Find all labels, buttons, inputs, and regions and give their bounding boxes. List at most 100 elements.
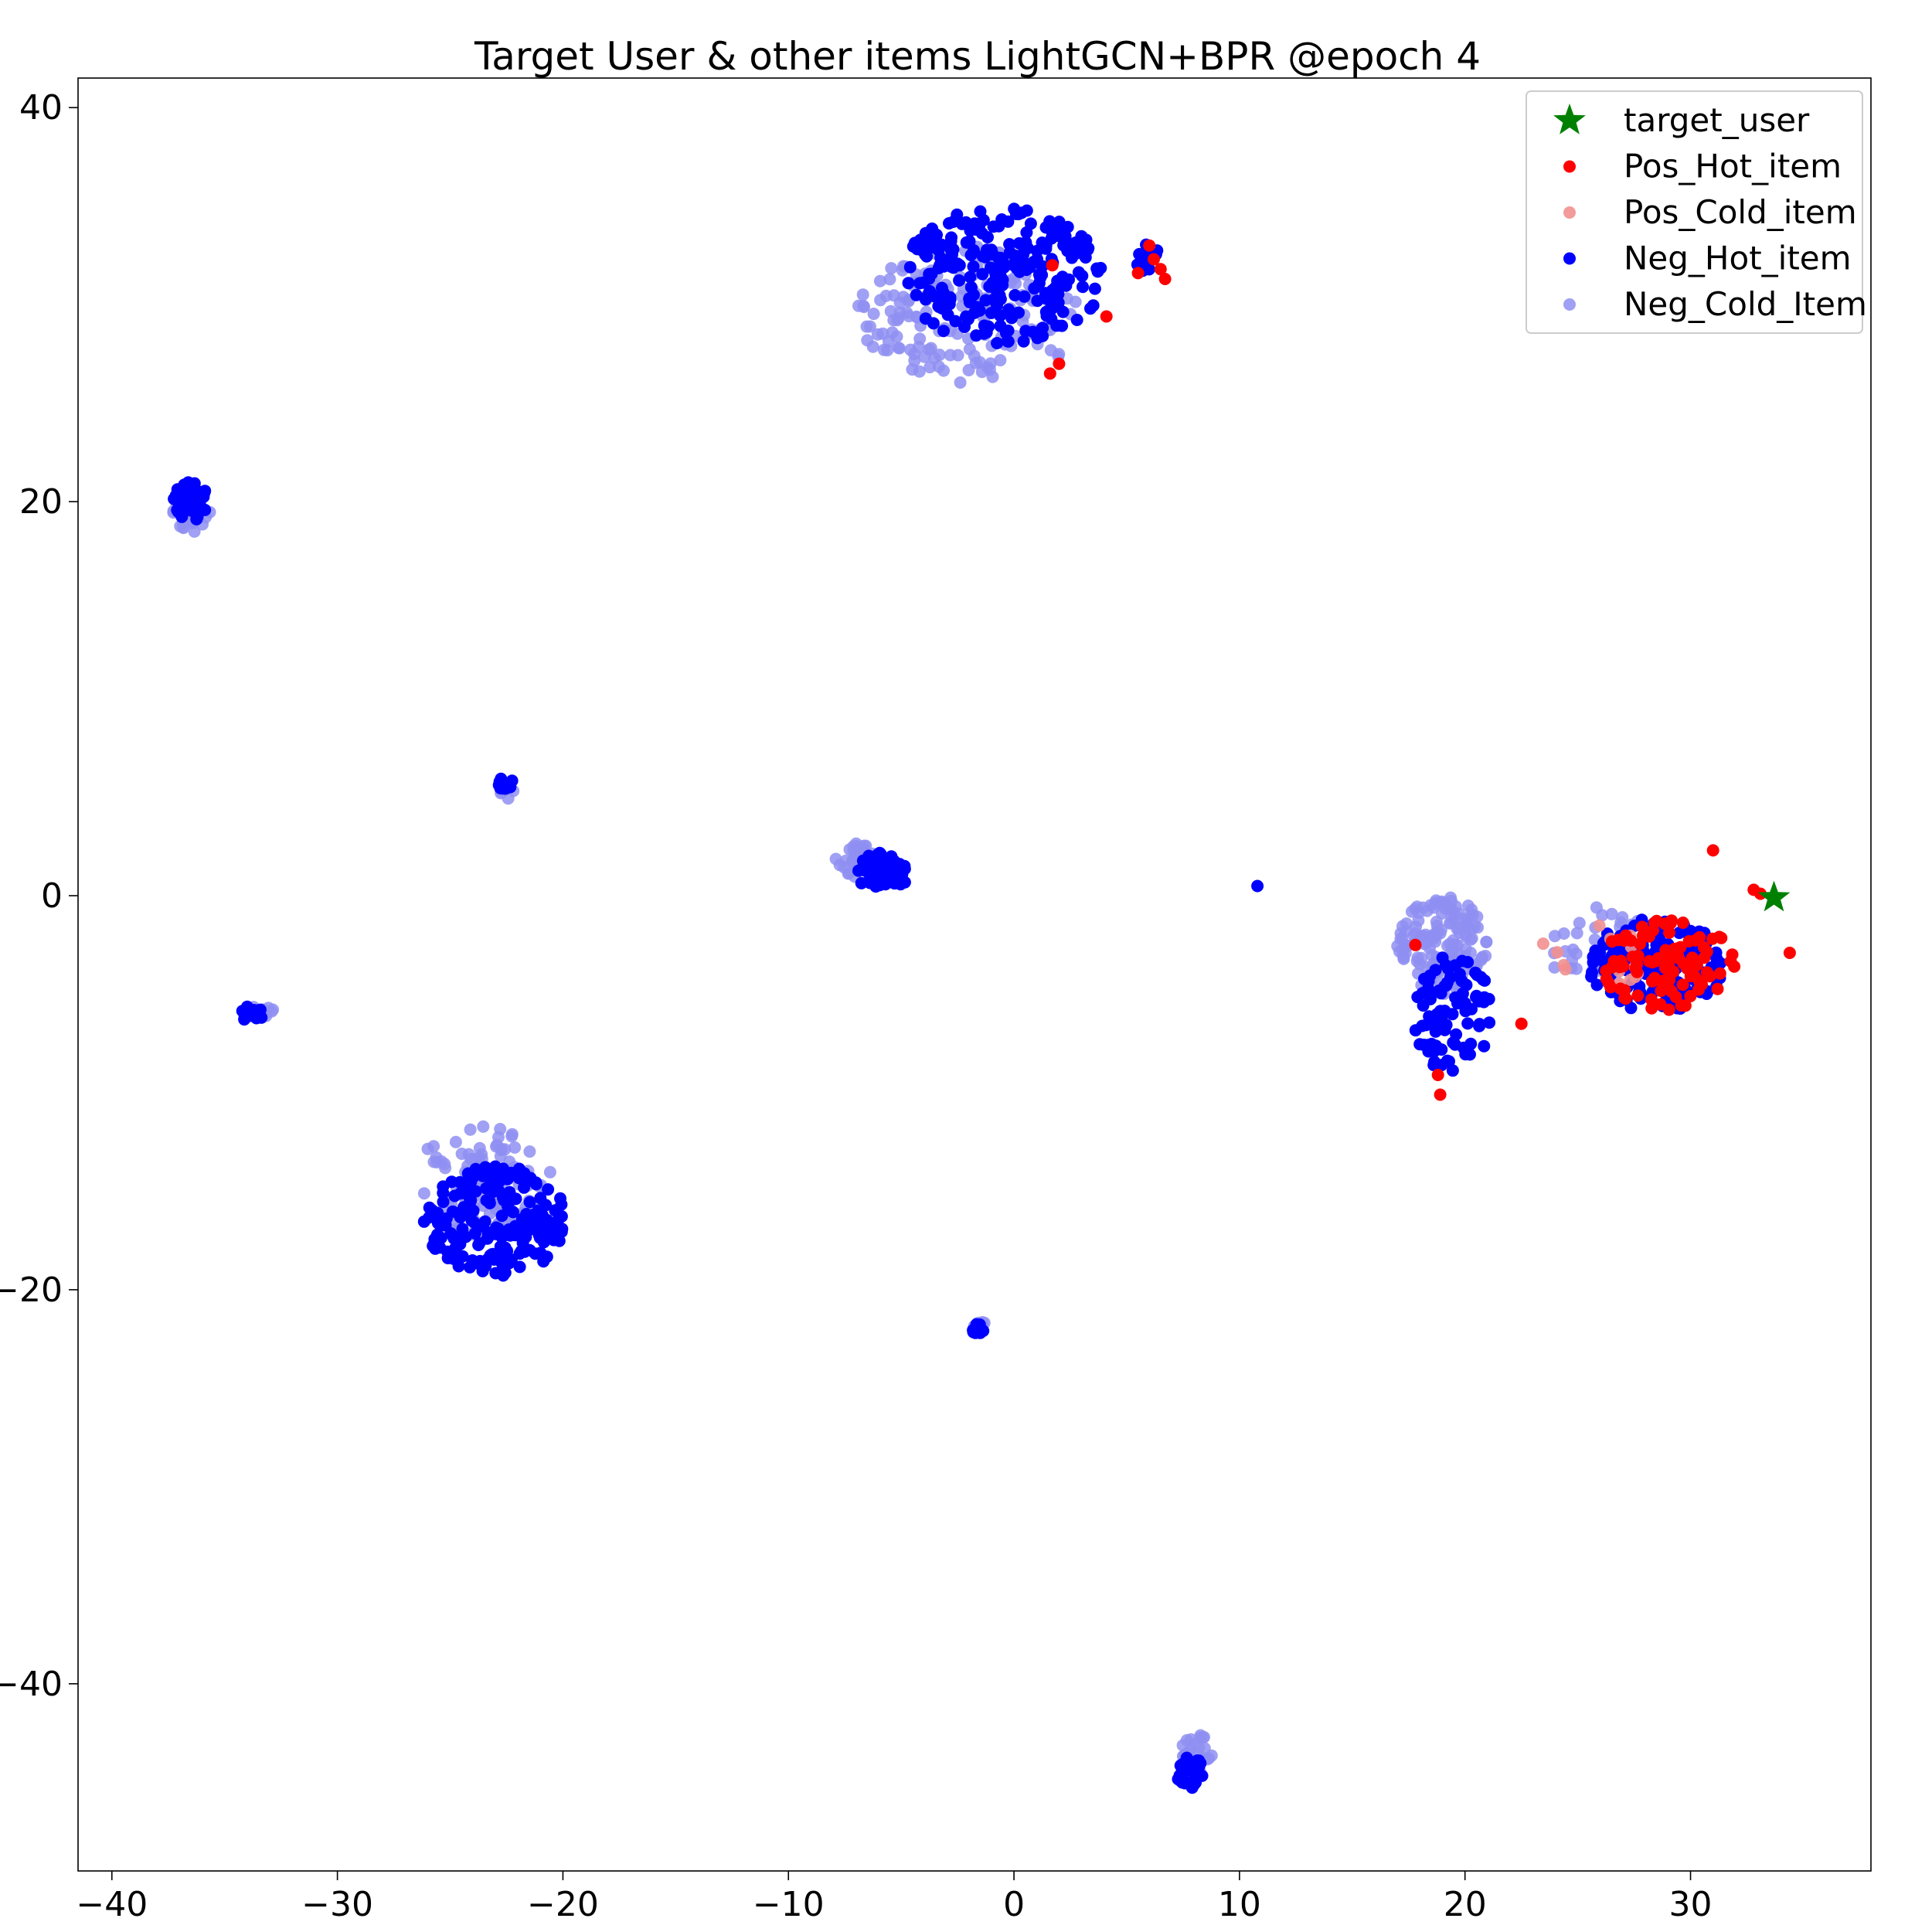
neg-hot-item-point: [861, 855, 874, 869]
y-tick-label: −40: [0, 1665, 63, 1704]
neg-hot-item-point: [492, 1185, 505, 1198]
legend-marker: [1563, 206, 1576, 219]
pos-hot-item-point: [1682, 935, 1696, 947]
neg-cold-item-point: [1465, 932, 1478, 945]
neg-hot-item-point: [1075, 230, 1088, 243]
neg-cold-item-point: [1397, 951, 1410, 964]
neg-hot-item-point: [1470, 989, 1483, 1002]
pos-hot-item-point: [1665, 985, 1679, 998]
neg-cold-item-point: [177, 522, 190, 535]
neg-hot-item-point: [992, 291, 1005, 304]
neg-hot-item-point: [1483, 1016, 1496, 1029]
neg-cold-item-point: [1475, 952, 1488, 964]
neg-hot-item-point: [893, 858, 906, 871]
pos-hot-item-point: [1131, 267, 1145, 280]
neg-hot-item-point: [927, 317, 940, 330]
neg-hot-item-point: [1433, 984, 1446, 997]
neg-hot-item-point: [1444, 971, 1457, 984]
neg-hot-item-point: [197, 490, 210, 503]
neg-hot-item-point: [960, 236, 973, 249]
neg-hot-item-point: [1423, 986, 1437, 999]
neg-hot-item-point: [1478, 1039, 1491, 1053]
neg-hot-item-point: [1002, 335, 1015, 348]
neg-hot-item-point: [1585, 970, 1598, 983]
neg-cold-item-point: [1465, 903, 1478, 917]
neg-cold-item-point: [473, 1141, 486, 1155]
neg-cold-item-point: [923, 361, 937, 374]
neg-hot-item-point: [947, 261, 960, 274]
neg-hot-item-point: [910, 288, 923, 301]
neg-cold-item-point: [933, 349, 946, 362]
neg-cold-item-point: [1445, 894, 1458, 907]
x-tick-label: −20: [527, 1885, 599, 1924]
neg-hot-item-point: [1031, 332, 1044, 345]
neg-hot-item-point: [903, 260, 917, 274]
neg-hot-item-point: [498, 1266, 512, 1279]
pos-hot-item-point: [1434, 1088, 1447, 1101]
pos-hot-item-point: [1602, 976, 1615, 989]
neg-hot-item-point: [426, 1209, 439, 1223]
neg-hot-item-point: [505, 1166, 518, 1179]
legend-marker: [1563, 252, 1576, 265]
neg-hot-item-point: [1056, 319, 1069, 332]
neg-cold-item-point: [1398, 938, 1411, 951]
neg-hot-item-point: [499, 782, 512, 795]
neg-cold-item-point: [1430, 920, 1444, 932]
pos-hot-item-point: [1409, 938, 1422, 951]
pos-hot-item-point: [1158, 273, 1172, 285]
pos-hot-item-point: [1614, 982, 1627, 995]
neg-cold-item-point: [858, 301, 870, 314]
neg-hot-item-point: [468, 1216, 481, 1229]
neg-hot-item-point: [485, 1175, 498, 1188]
neg-hot-item-point: [1002, 215, 1015, 228]
pos-hot-item-point: [1706, 932, 1719, 945]
neg-hot-item-point: [976, 267, 989, 281]
neg-hot-item-point: [483, 1195, 496, 1208]
neg-hot-item-point: [1053, 216, 1066, 228]
neg-hot-item-point: [1459, 1005, 1472, 1018]
plot-area: [77, 77, 1872, 1872]
pos-hot-item-point: [1658, 917, 1672, 930]
neg-hot-item-point: [981, 231, 994, 243]
neg-cold-item-point: [1412, 914, 1425, 927]
pos-hot-item-point: [1783, 947, 1796, 959]
neg-hot-item-point: [981, 243, 994, 257]
neg-hot-item-point: [855, 876, 868, 889]
neg-cold-item-point: [439, 1162, 452, 1175]
neg-hot-item-point: [452, 1260, 465, 1273]
neg-hot-item-point: [1039, 242, 1053, 255]
pos-hot-item-point: [1611, 934, 1624, 947]
neg-hot-item-point: [1059, 238, 1072, 251]
neg-hot-item-point: [445, 1175, 458, 1189]
neg-hot-item-point: [174, 499, 187, 512]
neg-hot-item-point: [1039, 291, 1052, 304]
neg-hot-item-point: [894, 878, 907, 891]
neg-cold-item-point: [505, 1130, 519, 1143]
legend-marker: [1563, 298, 1576, 311]
neg-cold-item-point: [449, 1135, 462, 1148]
neg-cold-item-point: [861, 334, 874, 347]
neg-hot-item-point: [506, 1206, 519, 1219]
x-tick-label: 10: [1218, 1885, 1261, 1924]
pos-hot-item-point: [1668, 943, 1681, 955]
neg-hot-item-point: [1070, 247, 1083, 260]
neg-hot-item-point: [1060, 279, 1073, 292]
neg-hot-item-point: [970, 1318, 983, 1331]
pos-hot-item-point: [1619, 992, 1632, 1005]
neg-hot-item-point: [479, 1161, 492, 1174]
neg-cold-item-point: [884, 304, 897, 318]
x-tick-label: −30: [301, 1885, 373, 1924]
legend-label: Pos_Hot_item: [1624, 148, 1842, 185]
neg-hot-item-point: [532, 1204, 545, 1217]
neg-hot-item-point: [912, 237, 925, 250]
neg-cold-item-point: [1416, 930, 1429, 942]
pos-hot-item-point: [1685, 951, 1699, 964]
neg-hot-item-point: [1012, 306, 1025, 319]
neg-hot-item-point: [1018, 290, 1031, 303]
neg-cold-item-point: [867, 308, 880, 321]
neg-hot-item-point: [505, 1228, 519, 1241]
neg-hot-item-point: [238, 1009, 251, 1022]
neg-cold-item-point: [1616, 911, 1629, 923]
pos-hot-item-point: [1631, 949, 1645, 962]
